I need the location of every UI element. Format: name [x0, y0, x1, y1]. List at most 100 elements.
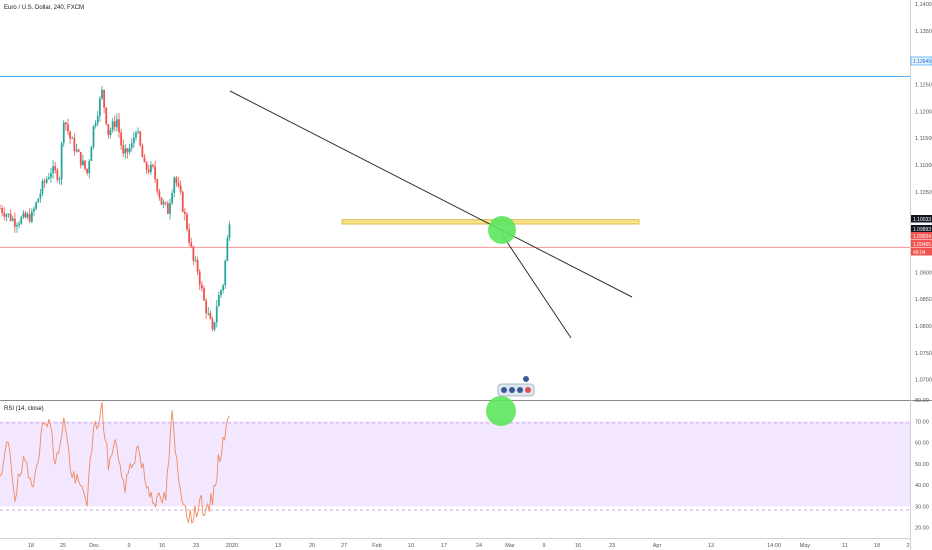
- candle: [58, 176, 61, 185]
- rsi-tick-label: 80.00: [915, 398, 929, 404]
- candle: [209, 310, 212, 320]
- svg-text:49:04: 49:04: [913, 250, 926, 256]
- candle: [1, 205, 4, 217]
- candle: [215, 299, 218, 328]
- svg-text:1.10033: 1.10033: [913, 217, 931, 223]
- rsi-tick-label: 40.00: [915, 483, 929, 489]
- candle: [147, 164, 150, 175]
- candle: [67, 118, 69, 136]
- candle: [18, 220, 21, 229]
- highlight-circle-rsi[interactable]: [486, 396, 516, 426]
- symbol-title: Euro / U.S. Dollar, 240, FXCM: [4, 5, 84, 11]
- candle: [47, 172, 50, 180]
- price-pane-background: [0, 0, 910, 400]
- candle: [160, 197, 163, 205]
- price-tick-label: 1.10500: [915, 190, 932, 196]
- candle: [173, 176, 176, 198]
- time-tick-label: 2: [906, 543, 909, 549]
- candle: [141, 143, 144, 158]
- price-tick-label: 1.11500: [915, 136, 932, 142]
- rsi-tick-label: 50.00: [915, 462, 929, 468]
- rsi-tick-label: 20.00: [915, 526, 929, 532]
- rsi-axis[interactable]: 80.00 70.00 60.00 50.00 40.00 30.00 20.00: [915, 398, 929, 532]
- candle: [73, 133, 76, 156]
- candle: [98, 96, 101, 122]
- rsi-tick-label: 60.00: [915, 441, 929, 447]
- candle: [41, 178, 44, 197]
- candle: [228, 221, 231, 242]
- candle: [64, 121, 67, 131]
- candle: [13, 212, 16, 233]
- rsi-group: [0, 402, 230, 525]
- candle: [158, 188, 161, 201]
- candle: [149, 160, 152, 175]
- price-tag: 49:04: [911, 248, 932, 256]
- candle: [43, 178, 46, 188]
- candle: [94, 120, 97, 129]
- time-tick-label: May: [800, 543, 811, 549]
- price-tick-label: 1.07000: [915, 378, 932, 384]
- candle: [5, 212, 8, 222]
- candle: [26, 211, 29, 220]
- time-tick-label: 27: [341, 543, 347, 549]
- price-tick-label: 1.12500: [915, 82, 932, 88]
- candle: [84, 160, 86, 171]
- time-tick-label: 14:00: [767, 543, 781, 549]
- candle: [207, 307, 210, 317]
- candle: [222, 283, 225, 294]
- candle: [120, 129, 123, 150]
- svg-text:1.09893: 1.09893: [913, 227, 931, 233]
- candle: [62, 120, 65, 148]
- time-tick-label: 13: [708, 543, 714, 549]
- price-tick-label: 1.14000: [915, 2, 932, 8]
- steep-down-line[interactable]: [502, 235, 572, 339]
- time-tick-label: 25: [60, 543, 66, 549]
- time-tick-label: 18: [28, 543, 34, 549]
- svg-text:1.12649: 1.12649: [913, 59, 931, 65]
- candle: [60, 141, 63, 186]
- price-tick-label: 1.08500: [915, 297, 932, 303]
- candle: [186, 211, 188, 232]
- candle: [45, 176, 48, 185]
- candle: [179, 180, 182, 195]
- candle: [217, 291, 220, 307]
- candle: [152, 163, 154, 169]
- candle: [56, 168, 59, 183]
- candle: [177, 176, 180, 188]
- candle: [126, 147, 129, 159]
- price-tag: 1.09654: [911, 232, 932, 240]
- candle: [86, 168, 89, 176]
- candle: [109, 127, 112, 139]
- event-markers-icon[interactable]: [497, 376, 535, 397]
- rsi-band: [0, 421, 910, 507]
- candle: [77, 148, 80, 153]
- candle: [52, 160, 55, 179]
- candle: [175, 176, 178, 187]
- candle: [35, 201, 38, 211]
- time-tick-label: 16: [159, 543, 165, 549]
- candle: [137, 127, 140, 134]
- candle: [118, 113, 120, 139]
- candle: [39, 188, 42, 203]
- time-axis[interactable]: 18 25 Dec 9 16 23 2020 13 20 27 Feb 10 17 24 Mar 9 16 23 A…: [28, 543, 910, 549]
- candle: [81, 155, 84, 167]
- candle: [88, 159, 91, 179]
- candle: [69, 130, 72, 144]
- time-tick-label: 23: [193, 543, 199, 549]
- candle: [224, 259, 227, 290]
- main-downtrend-line[interactable]: [229, 90, 633, 298]
- time-tick-label: 18: [874, 543, 880, 549]
- candle: [183, 208, 186, 221]
- candle: [30, 208, 33, 224]
- highlight-circle-price[interactable]: [488, 216, 516, 244]
- candle: [107, 124, 110, 139]
- time-tick-label: Mar: [505, 543, 515, 549]
- candle: [71, 136, 74, 139]
- time-tick-label: 16: [575, 543, 581, 549]
- price-tick-label: 1.12000: [915, 109, 932, 115]
- candle: [3, 207, 6, 221]
- candle: [200, 281, 203, 292]
- candle: [139, 130, 142, 147]
- candle: [37, 198, 40, 203]
